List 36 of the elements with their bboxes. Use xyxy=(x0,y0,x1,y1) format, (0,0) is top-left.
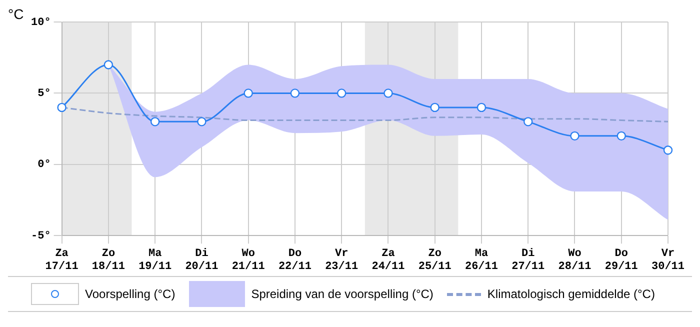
x-tick-label: Di 27/11 xyxy=(512,248,546,274)
x-tick-label: Zo 25/11 xyxy=(418,248,452,274)
y-tick-label: 0° xyxy=(38,159,51,172)
x-tick-label: Vr 23/11 xyxy=(325,248,358,274)
y-axis-title: °C xyxy=(8,6,24,22)
x-tick-label: Ma 19/11 xyxy=(138,248,172,274)
x-tick-label: Wo 21/11 xyxy=(232,248,266,274)
point xyxy=(290,88,300,98)
point xyxy=(244,88,253,98)
x-tick-label: Di 20/11 xyxy=(185,248,219,274)
x-tick-label: Zo 18/11 xyxy=(92,248,126,274)
legend-label: Klimatologisch gemiddelde (°C) xyxy=(487,287,655,301)
point xyxy=(663,146,673,155)
x-tick-label: Ma 26/11 xyxy=(464,248,498,274)
point xyxy=(476,102,486,112)
y-tick-label: -5° xyxy=(30,230,51,242)
x-tick-label: Vr 30/11 xyxy=(651,248,685,274)
point xyxy=(104,60,114,70)
legend-label: Voorspelling (°C) xyxy=(85,287,176,301)
y-tick-label: 5° xyxy=(38,88,51,100)
y-tick-label: 10° xyxy=(30,16,51,29)
point xyxy=(570,131,580,141)
point xyxy=(384,88,393,98)
x-tick-label: Do 22/11 xyxy=(278,248,312,274)
point xyxy=(430,102,440,112)
x-tick-label: Do 29/11 xyxy=(604,248,638,274)
point xyxy=(336,88,346,98)
x-tick-label: Za 17/11 xyxy=(45,248,79,274)
point xyxy=(616,131,626,141)
point xyxy=(197,117,206,126)
x-tick-label: Za 24/11 xyxy=(372,248,406,274)
point xyxy=(150,117,160,126)
point xyxy=(524,117,533,126)
x-tick-label: Wo 28/11 xyxy=(558,248,592,274)
point xyxy=(57,102,66,112)
text: Spreiding van de voorspelling (°C) xyxy=(251,287,434,301)
